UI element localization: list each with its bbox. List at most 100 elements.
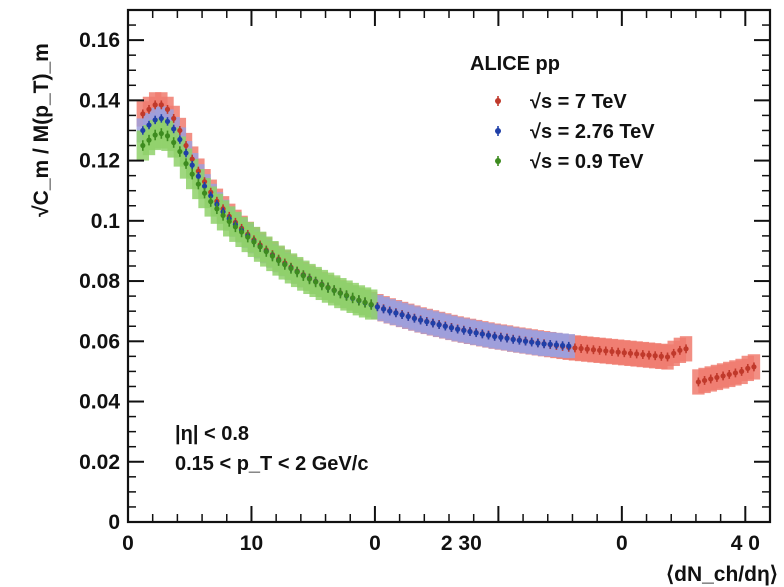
point-s-2-76-TeV-4 (164, 118, 171, 125)
point-s-2-76-TeV-61 (516, 337, 522, 343)
y-tick-label-8: 0.16 (79, 29, 120, 52)
point-s-7-TeV-73 (590, 347, 597, 353)
point-s-0-9-TeV-36 (362, 299, 368, 306)
point-s-0-9-TeV-21 (269, 253, 276, 259)
point-s-7-TeV-79 (627, 350, 634, 356)
point-s-2-76-TeV-0 (140, 127, 146, 134)
point-s-2-76-TeV-1 (146, 122, 152, 128)
point-s-0-9-TeV-22 (276, 257, 282, 264)
point-s-2-76-TeV-56 (485, 332, 492, 338)
point-s-0-9-TeV-13 (220, 212, 226, 219)
point-s-7-TeV-8 (189, 156, 195, 162)
x-tick-label-0: 0 (122, 532, 134, 555)
point-s-7-TeV-74 (597, 347, 603, 353)
point-s-2-76-TeV-9 (195, 173, 201, 179)
point-s-0-9-TeV-16 (238, 229, 245, 235)
point-s-2-76-TeV-51 (455, 326, 461, 332)
point-s-0-9-TeV-6 (177, 148, 183, 155)
legend-marker-1 (495, 128, 501, 134)
plot-frame (126, 8, 772, 524)
x-tick-label-3: 2 30 (441, 532, 482, 555)
point-s-7-TeV-9 (195, 168, 201, 174)
point-s-7-TeV-93 (720, 373, 726, 379)
y-tick-label-3: 0.06 (79, 330, 120, 353)
point-s-0-9-TeV-14 (226, 218, 232, 225)
point-s-7-TeV-70 (572, 345, 578, 351)
tick-labels: 0 0.02 0.04 0.06 0.08 0.1 0.12 0.14 0.16 0 10 0 2 30… (79, 29, 760, 555)
legend-label-0: √s = 7 TeV (530, 91, 627, 113)
point-s-7-TeV-2 (152, 102, 158, 108)
y-tick-label-6: 0.12 (79, 150, 120, 173)
point-s-2-76-TeV-54 (473, 330, 479, 336)
point-s-7-TeV-90 (701, 377, 708, 384)
point-s-0-9-TeV-34 (350, 295, 356, 301)
point-s-0-9-TeV-31 (331, 287, 337, 293)
point-s-7-TeV-81 (640, 351, 646, 358)
point-s-2-76-TeV-50 (448, 325, 455, 331)
point-s-0-9-TeV-5 (171, 139, 177, 146)
point-s-0-9-TeV-35 (356, 297, 362, 303)
point-s-0-9-TeV-24 (288, 265, 294, 272)
x-tick-label-4: 0 (616, 532, 628, 555)
y-axis-title: √C_m / M(p_T)_m (30, 43, 53, 217)
point-s-7-TeV-97 (745, 365, 751, 371)
point-s-7-TeV-94 (726, 371, 732, 378)
point-s-7-TeV-71 (578, 345, 584, 352)
point-s-0-9-TeV-3 (158, 130, 164, 137)
point-s-0-9-TeV-29 (319, 282, 325, 288)
point-s-2-76-TeV-66 (547, 341, 553, 347)
point-s-7-TeV-7 (183, 142, 189, 149)
point-s-2-76-TeV-67 (553, 342, 560, 348)
point-s-2-76-TeV-39 (380, 306, 387, 312)
legend-marker-0 (495, 98, 501, 104)
point-s-0-9-TeV-23 (282, 261, 288, 268)
point-s-2-76-TeV-59 (504, 335, 510, 341)
point-s-0-9-TeV-17 (245, 234, 251, 240)
y-tick-label-7: 0.14 (79, 89, 120, 112)
point-s-0-9-TeV-4 (164, 133, 171, 139)
y-tick-label-5: 0.1 (91, 210, 121, 233)
x-tick-label-5: 4 0 (731, 532, 760, 555)
point-s-0-9-TeV-26 (300, 273, 306, 279)
x-tick-label-2: 0 (369, 532, 381, 555)
point-s-7-TeV-85 (664, 354, 671, 360)
point-s-2-76-TeV-69 (566, 343, 572, 349)
point-s-7-TeV-72 (584, 346, 590, 352)
point-s-7-TeV-3 (158, 102, 164, 108)
point-s-2-76-TeV-7 (183, 150, 189, 156)
point-s-2-76-TeV-46 (424, 319, 430, 325)
point-s-2-76-TeV-55 (479, 331, 485, 337)
point-s-0-9-TeV-12 (214, 206, 220, 212)
point-s-0-9-TeV-28 (313, 279, 319, 285)
point-s-2-76-TeV-49 (442, 323, 448, 329)
point-s-7-TeV-77 (615, 349, 621, 355)
point-s-0-9-TeV-32 (337, 290, 343, 296)
point-s-7-TeV-86 (671, 350, 677, 356)
point-s-0-9-TeV-25 (294, 269, 300, 275)
point-s-2-76-TeV-40 (387, 308, 393, 314)
y-tick-label-4: 0.08 (79, 270, 120, 293)
point-s-2-76-TeV-60 (510, 336, 516, 343)
point-s-0-9-TeV-8 (189, 171, 195, 177)
point-s-2-76-TeV-2 (152, 117, 158, 123)
point-s-2-76-TeV-53 (467, 329, 473, 335)
x-axis-title: ⟨dN_ch/dη⟩ (666, 563, 778, 586)
point-s-2-76-TeV-65 (541, 341, 547, 347)
point-s-0-9-TeV-11 (208, 198, 214, 205)
point-s-0-9-TeV-2 (152, 132, 158, 138)
point-s-7-TeV-89 (695, 379, 701, 385)
point-s-2-76-TeV-6 (177, 136, 183, 143)
point-s-7-TeV-92 (714, 374, 720, 381)
point-s-2-76-TeV-8 (189, 162, 195, 168)
point-s-7-TeV-84 (658, 353, 664, 359)
point-s-7-TeV-96 (739, 368, 745, 375)
point-s-2-76-TeV-58 (498, 334, 504, 340)
point-s-7-TeV-5 (171, 115, 177, 122)
point-s-2-76-TeV-3 (158, 115, 164, 122)
point-s-0-9-TeV-27 (306, 276, 313, 282)
point-s-7-TeV-98 (751, 364, 757, 370)
legend-label-1: √s = 2.76 TeV (530, 121, 655, 143)
x-tick-label-1: 10 (240, 532, 263, 555)
point-s-0-9-TeV-1 (146, 137, 152, 143)
